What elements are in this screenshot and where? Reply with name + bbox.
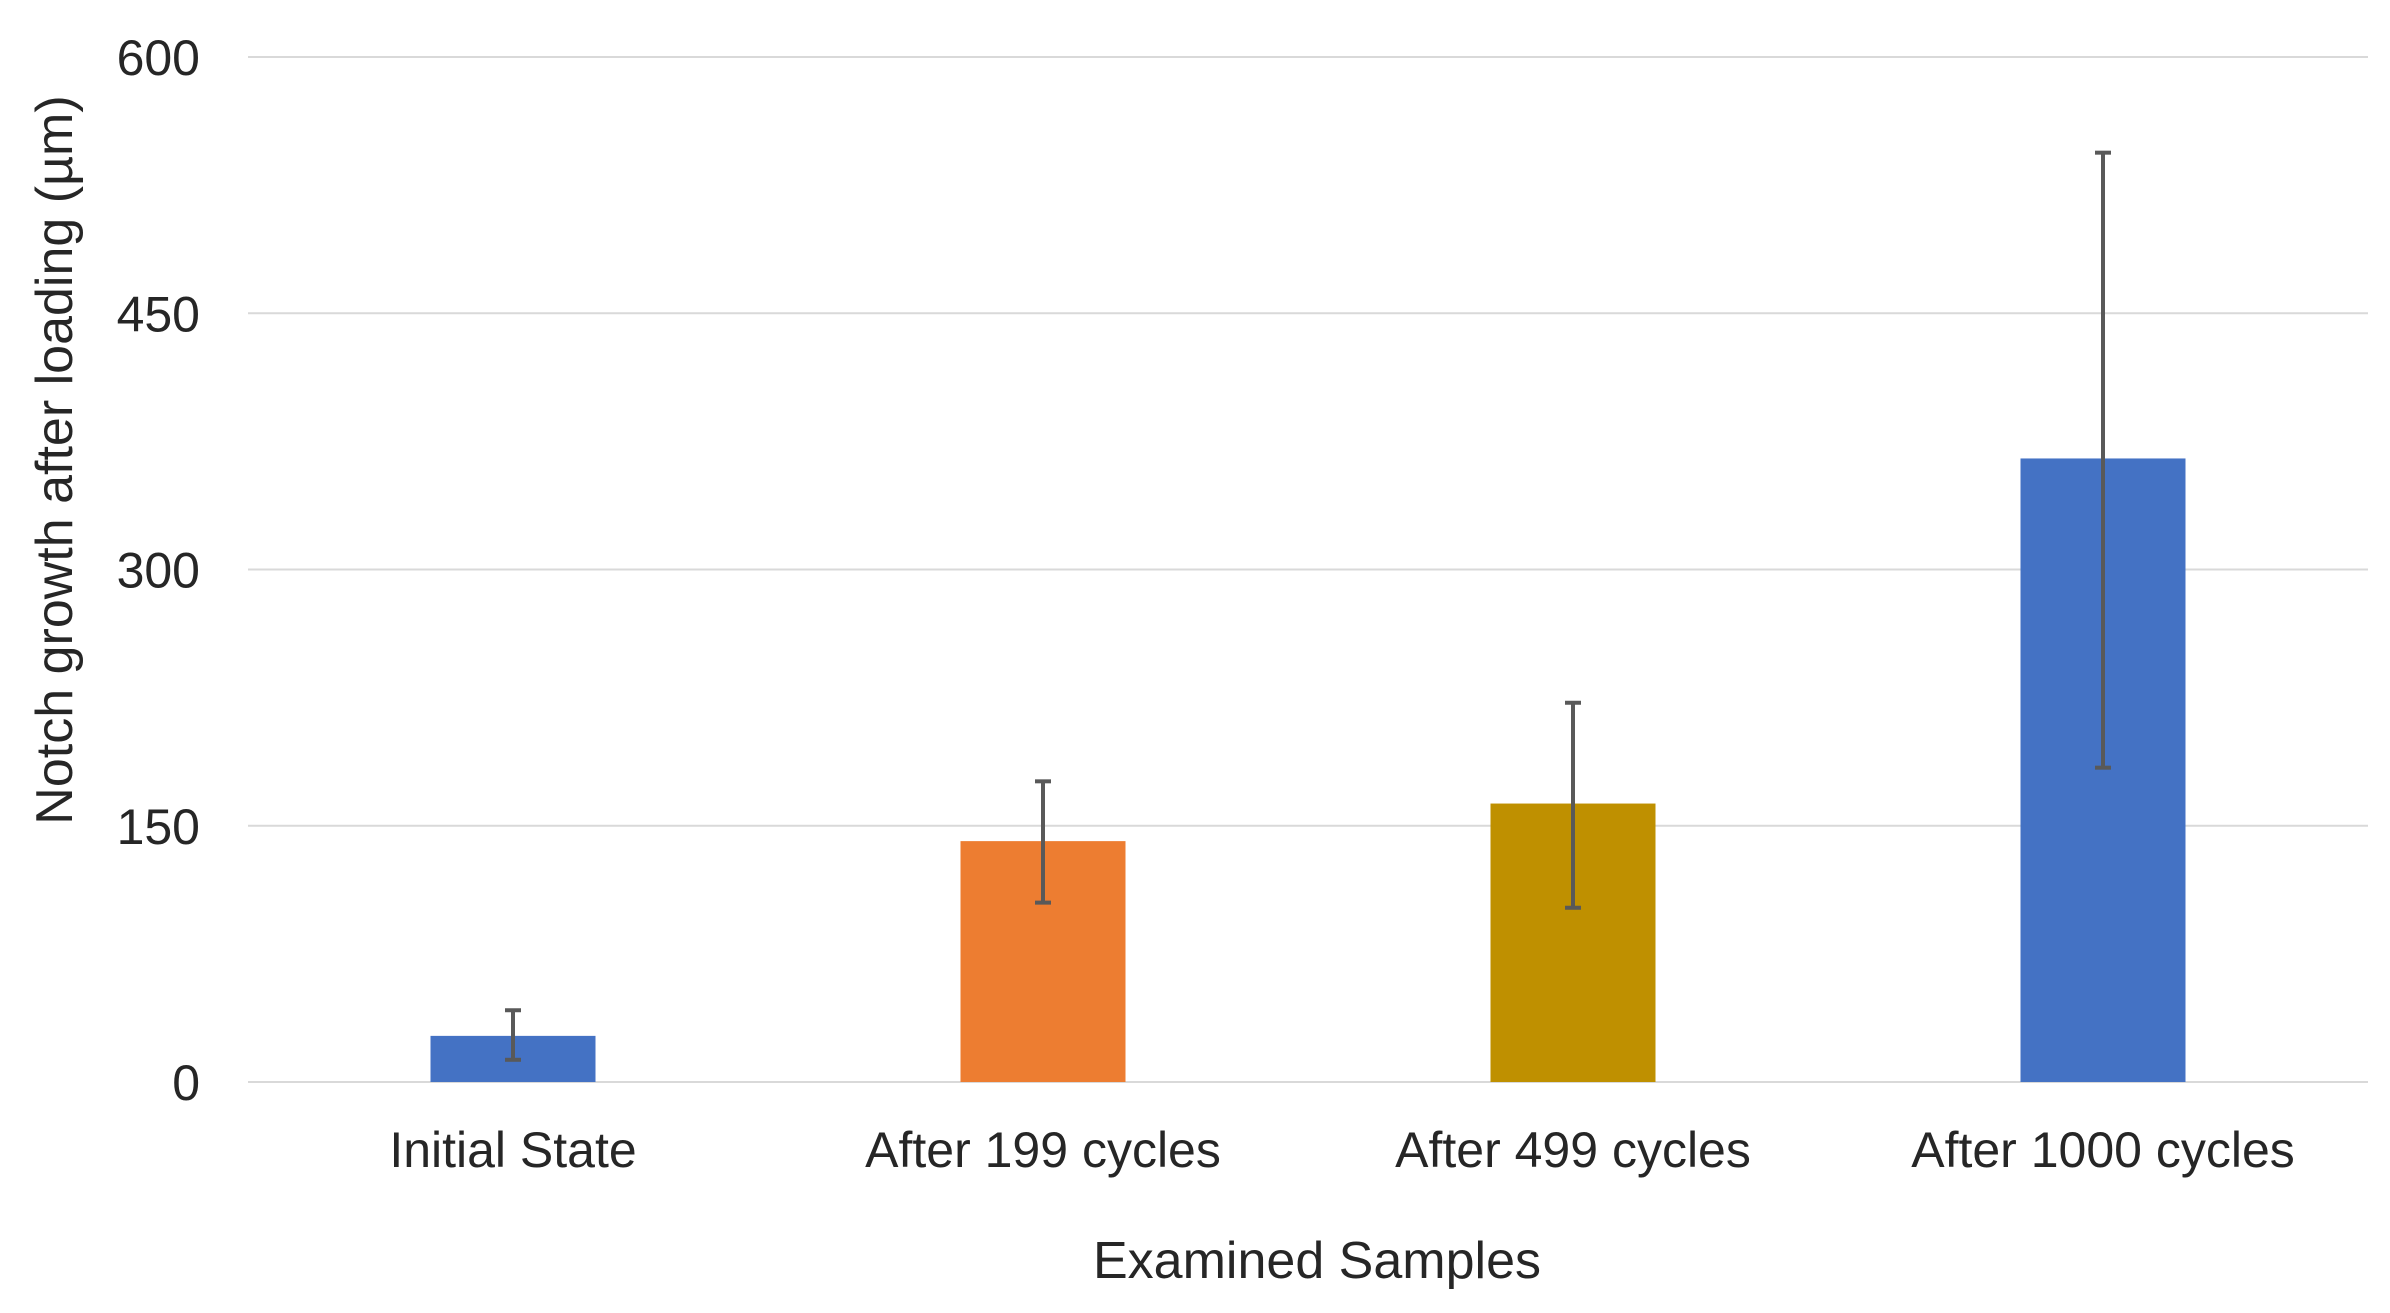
y-tick-label: 450 <box>117 286 200 342</box>
bars <box>430 458 2186 1082</box>
y-axis-ticks: 0 150 300 450 600 <box>117 30 200 1111</box>
gridlines <box>248 56 2368 1083</box>
y-tick-label: 0 <box>172 1055 200 1111</box>
x-axis-categories: Initial State After 199 cycles After 499 c… <box>389 1122 2294 1178</box>
x-category-label: Initial State <box>389 1122 636 1178</box>
y-tick-label: 600 <box>117 30 200 86</box>
error-bar <box>505 1008 521 1062</box>
x-axis-title: Examined Samples <box>1093 1232 1541 1290</box>
error-bar <box>1035 779 1051 905</box>
x-category-label: After 1000 cycles <box>1911 1122 2295 1178</box>
error-bar <box>1565 700 1581 910</box>
y-tick-label: 300 <box>117 543 200 599</box>
y-axis-title: Notch growth after loading (µm) <box>26 95 84 824</box>
x-category-label: After 199 cycles <box>865 1122 1221 1178</box>
error-bars <box>505 150 2111 1062</box>
y-tick-label: 150 <box>117 799 200 855</box>
x-category-label: After 499 cycles <box>1395 1122 1751 1178</box>
error-bar <box>2095 150 2111 770</box>
